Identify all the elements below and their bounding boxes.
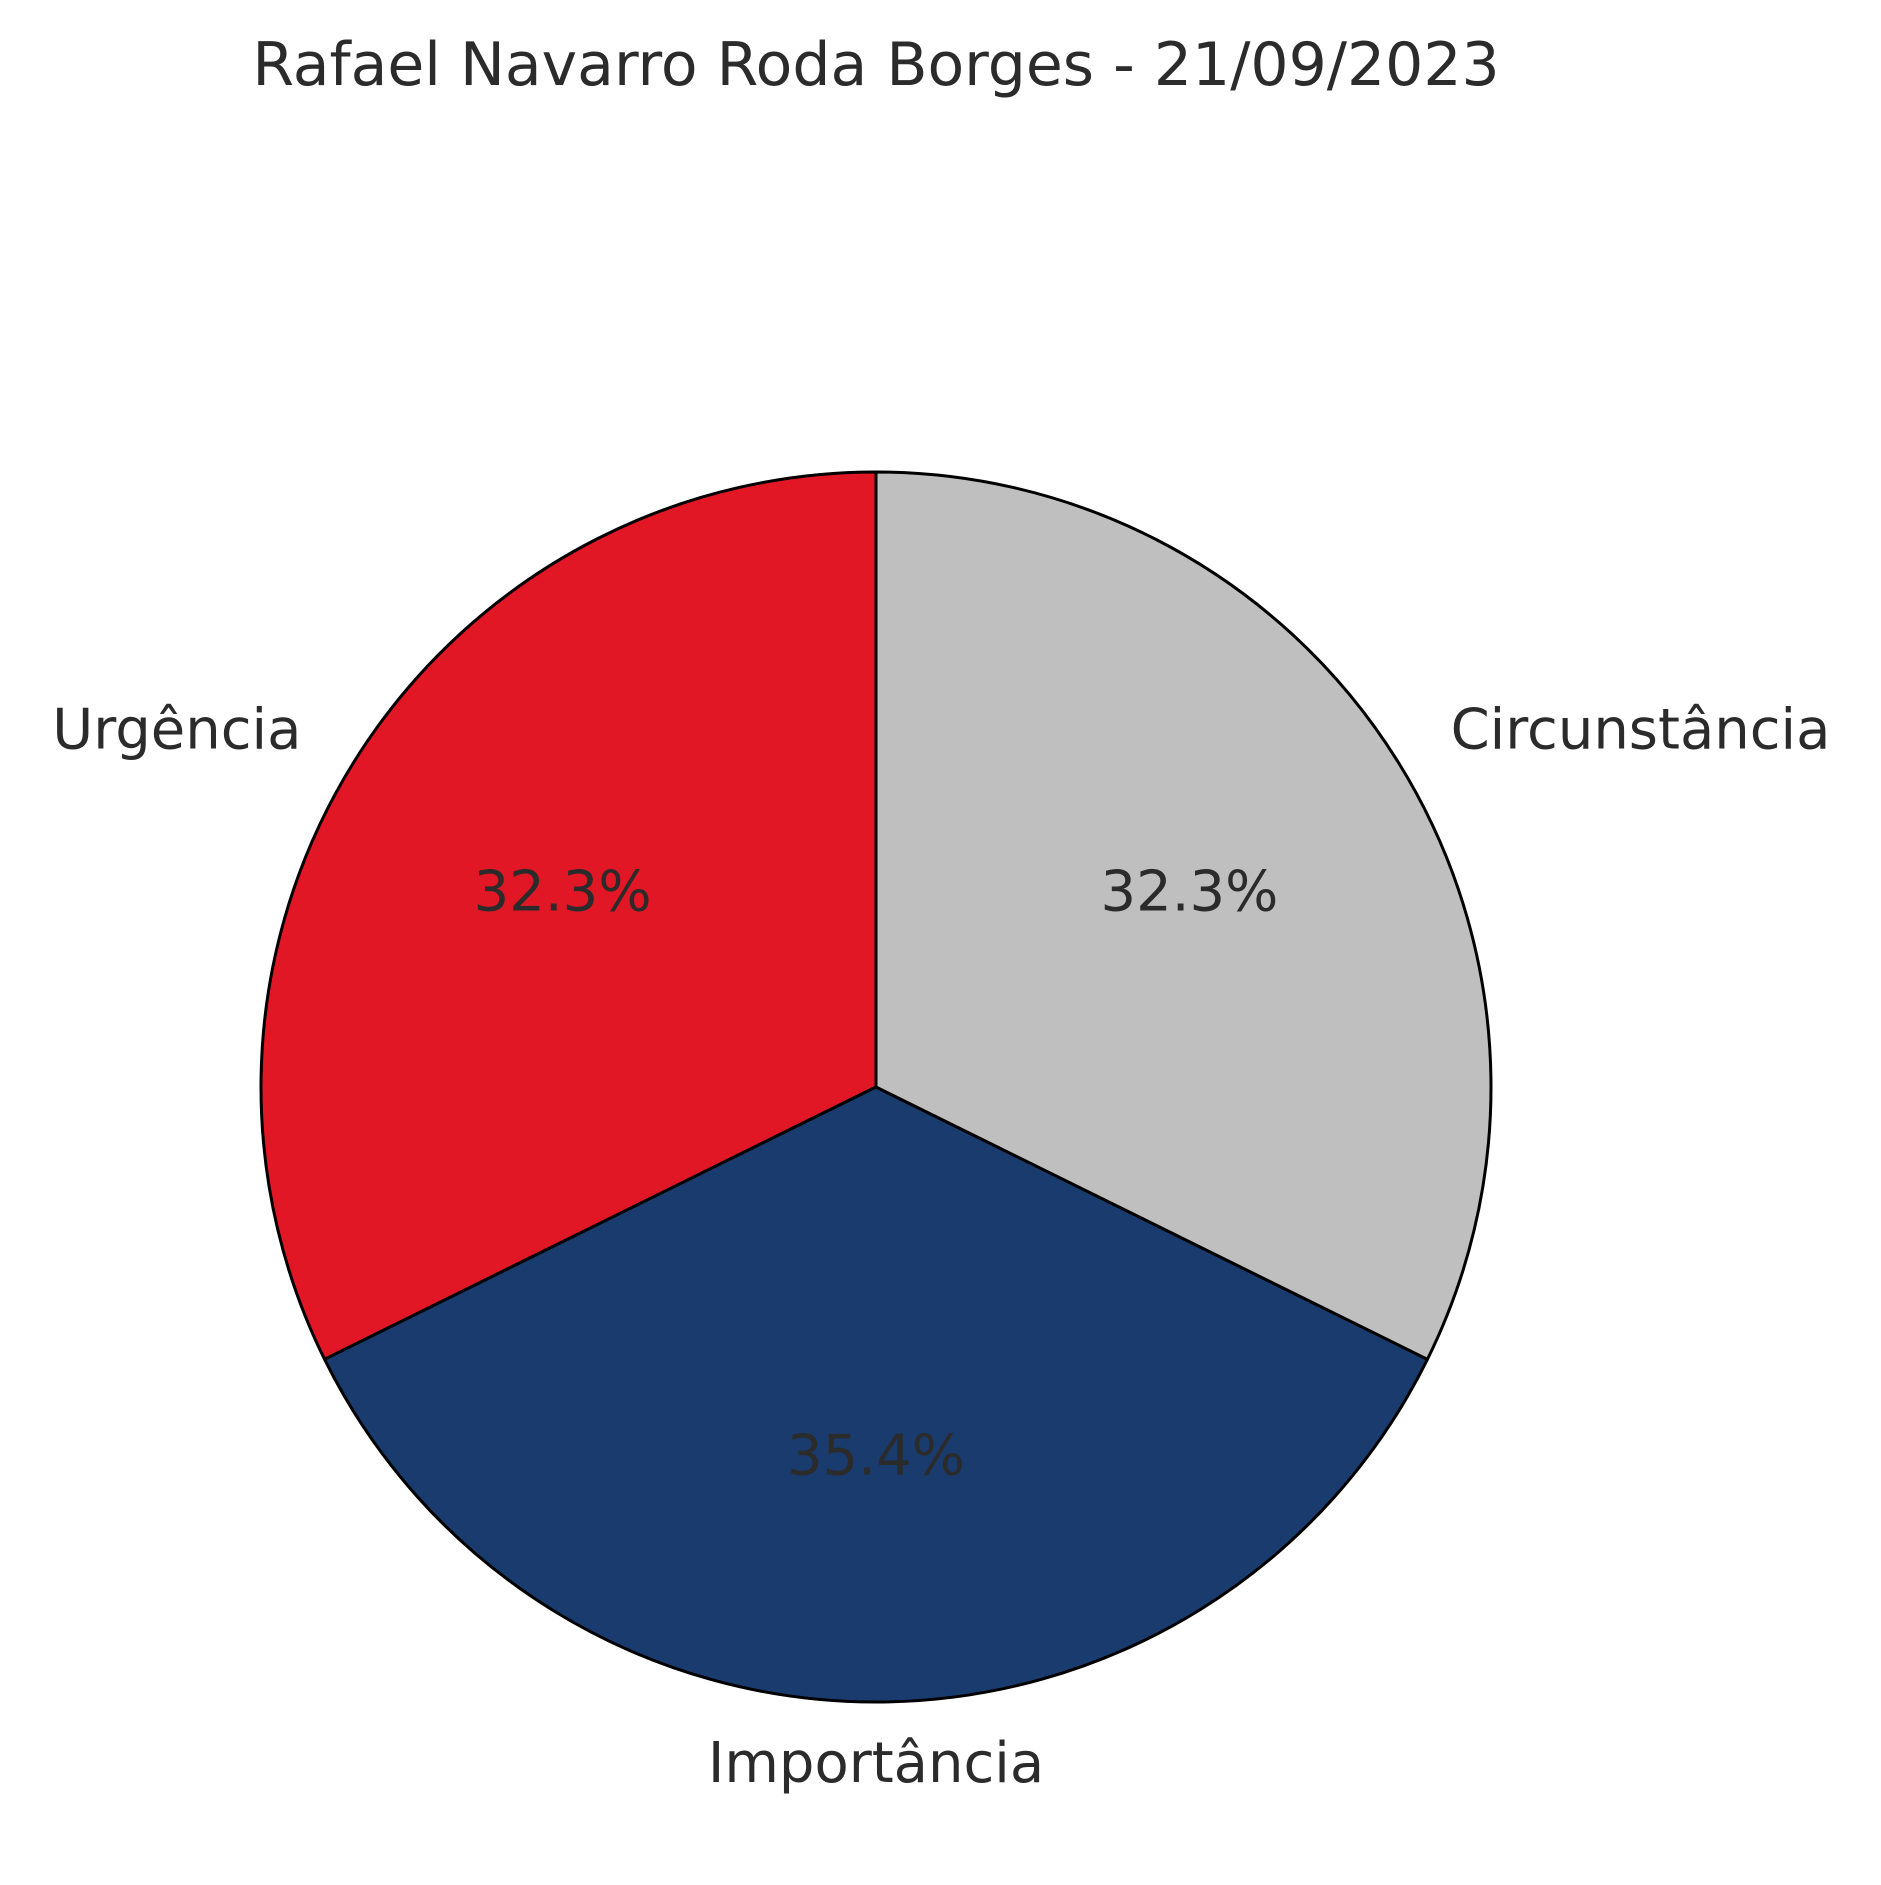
pie-percent-label: 35.4% [787, 1424, 965, 1489]
chart-title: Rafael Navarro Roda Borges - 21/09/2023 [252, 30, 1499, 100]
pie-slice-urgencia [259, 470, 878, 1361]
pie-percent-label: 32.3% [474, 860, 652, 925]
pie-slice-circunstancia [874, 470, 1493, 1361]
pie-slices [259, 470, 1493, 1704]
pie-category-label: Urgência [52, 697, 301, 762]
pie-slice-importancia [323, 1085, 1429, 1704]
pie-category-label: Circunstância [1451, 697, 1831, 762]
pie-labels: 32.3% Urgência 35.4% Importância 32.3% Circun… [52, 697, 1830, 1796]
pie-percent-label: 32.3% [1100, 860, 1278, 925]
pie-category-label: Importância [708, 1731, 1044, 1796]
